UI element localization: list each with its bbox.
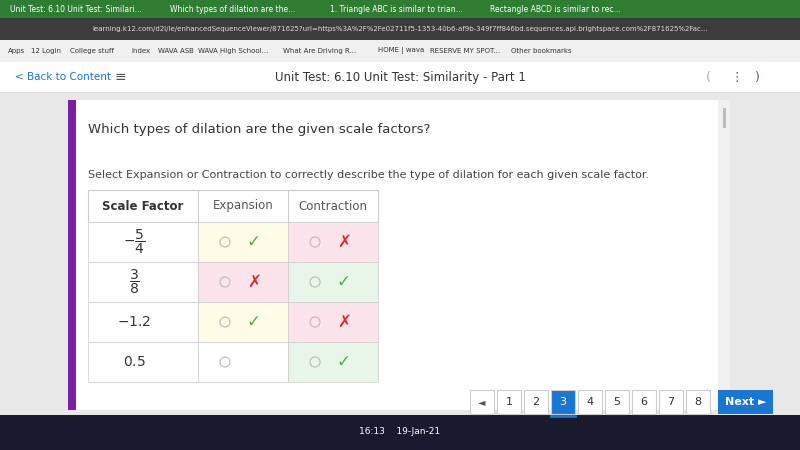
- Text: HOME | wava: HOME | wava: [378, 48, 424, 54]
- Bar: [288, 302, 378, 342]
- Text: Which types of dilation are the...: Which types of dilation are the...: [170, 4, 295, 13]
- Bar: [198, 262, 288, 302]
- Text: 2: 2: [533, 397, 539, 407]
- Bar: [605, 390, 629, 414]
- Bar: [0, 0, 800, 18]
- Text: Apps: Apps: [8, 48, 25, 54]
- Text: Unit Test: 6.10 Unit Test: Similarity - Part 1: Unit Test: 6.10 Unit Test: Similarity - …: [274, 71, 526, 84]
- Bar: [198, 222, 288, 262]
- Bar: [0, 62, 800, 92]
- Text: $0.5$: $0.5$: [122, 355, 146, 369]
- Text: ✓: ✓: [337, 353, 350, 371]
- Text: ≡: ≡: [115, 70, 126, 84]
- Bar: [718, 100, 730, 410]
- Bar: [198, 302, 288, 342]
- Text: Unit Test: 6.10 Unit Test: Similari...: Unit Test: 6.10 Unit Test: Similari...: [10, 4, 142, 13]
- Text: ◄: ◄: [478, 397, 486, 407]
- Text: 4: 4: [586, 397, 594, 407]
- Text: WAVA ASB: WAVA ASB: [158, 48, 194, 54]
- Text: ✗: ✗: [247, 273, 261, 291]
- Text: < Back to Content: < Back to Content: [15, 72, 111, 82]
- Text: 6: 6: [641, 397, 647, 407]
- Bar: [88, 222, 198, 262]
- Text: ✗: ✗: [337, 313, 350, 331]
- Text: Rectangle ABCD is similar to rec...: Rectangle ABCD is similar to rec...: [490, 4, 621, 13]
- Text: ✓: ✓: [247, 233, 261, 251]
- Bar: [0, 18, 800, 40]
- Text: 1. Triangle ABC is similar to trian...: 1. Triangle ABC is similar to trian...: [330, 4, 462, 13]
- Text: Next ►: Next ►: [725, 397, 766, 407]
- Text: ⋮: ⋮: [730, 71, 742, 84]
- Bar: [88, 302, 198, 342]
- Text: $\dfrac{3}{8}$: $\dfrac{3}{8}$: [129, 268, 140, 296]
- Bar: [551, 390, 575, 414]
- Text: ): ): [755, 71, 760, 84]
- Text: learning.k12.com/d2l/le/enhancedSequenceViewer/871625?url=https%3A%2F%2Fe02711f5: learning.k12.com/d2l/le/enhancedSequence…: [92, 26, 708, 32]
- Text: Expansion: Expansion: [213, 199, 274, 212]
- Text: 16:13    19-Jan-21: 16:13 19-Jan-21: [359, 428, 441, 436]
- Text: (: (: [706, 71, 711, 84]
- Text: Scale Factor: Scale Factor: [102, 199, 184, 212]
- Bar: [88, 262, 198, 302]
- Bar: [718, 390, 773, 414]
- Bar: [198, 190, 199, 222]
- Bar: [0, 92, 800, 93]
- Bar: [288, 190, 289, 222]
- Bar: [288, 222, 378, 262]
- Text: Other bookmarks: Other bookmarks: [511, 48, 572, 54]
- Text: WAVA High School...: WAVA High School...: [198, 48, 268, 54]
- Text: ✓: ✓: [247, 313, 261, 331]
- Bar: [0, 415, 800, 450]
- Bar: [288, 262, 378, 302]
- Text: RESERVE MY SPOT...: RESERVE MY SPOT...: [430, 48, 500, 54]
- Text: What Are Driving R...: What Are Driving R...: [283, 48, 357, 54]
- Bar: [659, 390, 683, 414]
- Bar: [68, 100, 76, 410]
- Text: $-\dfrac{5}{4}$: $-\dfrac{5}{4}$: [123, 228, 146, 256]
- Bar: [632, 390, 656, 414]
- Text: $-1.2$: $-1.2$: [118, 315, 151, 329]
- Text: Index: Index: [131, 48, 150, 54]
- Text: ✓: ✓: [337, 273, 350, 291]
- Bar: [88, 190, 378, 222]
- Text: Which types of dilation are the given scale factors?: Which types of dilation are the given sc…: [88, 123, 430, 136]
- Text: 1: 1: [506, 397, 513, 407]
- Text: Select Expansion or Contraction to correctly describe the type of dilation for e: Select Expansion or Contraction to corre…: [88, 170, 649, 180]
- Bar: [0, 93, 800, 450]
- Bar: [578, 390, 602, 414]
- Bar: [88, 342, 198, 382]
- Bar: [686, 390, 710, 414]
- Bar: [288, 342, 378, 382]
- Bar: [723, 108, 726, 128]
- Text: 3: 3: [559, 397, 566, 407]
- Bar: [524, 390, 548, 414]
- Text: 12 Login: 12 Login: [30, 48, 61, 54]
- Text: ✗: ✗: [337, 233, 350, 251]
- Bar: [198, 342, 288, 382]
- Bar: [68, 100, 718, 410]
- Text: 7: 7: [667, 397, 674, 407]
- Text: Contraction: Contraction: [298, 199, 367, 212]
- Bar: [0, 40, 800, 62]
- Text: 5: 5: [614, 397, 621, 407]
- Text: 8: 8: [694, 397, 702, 407]
- Text: College stuff: College stuff: [70, 48, 114, 54]
- Bar: [497, 390, 521, 414]
- Bar: [470, 390, 494, 414]
